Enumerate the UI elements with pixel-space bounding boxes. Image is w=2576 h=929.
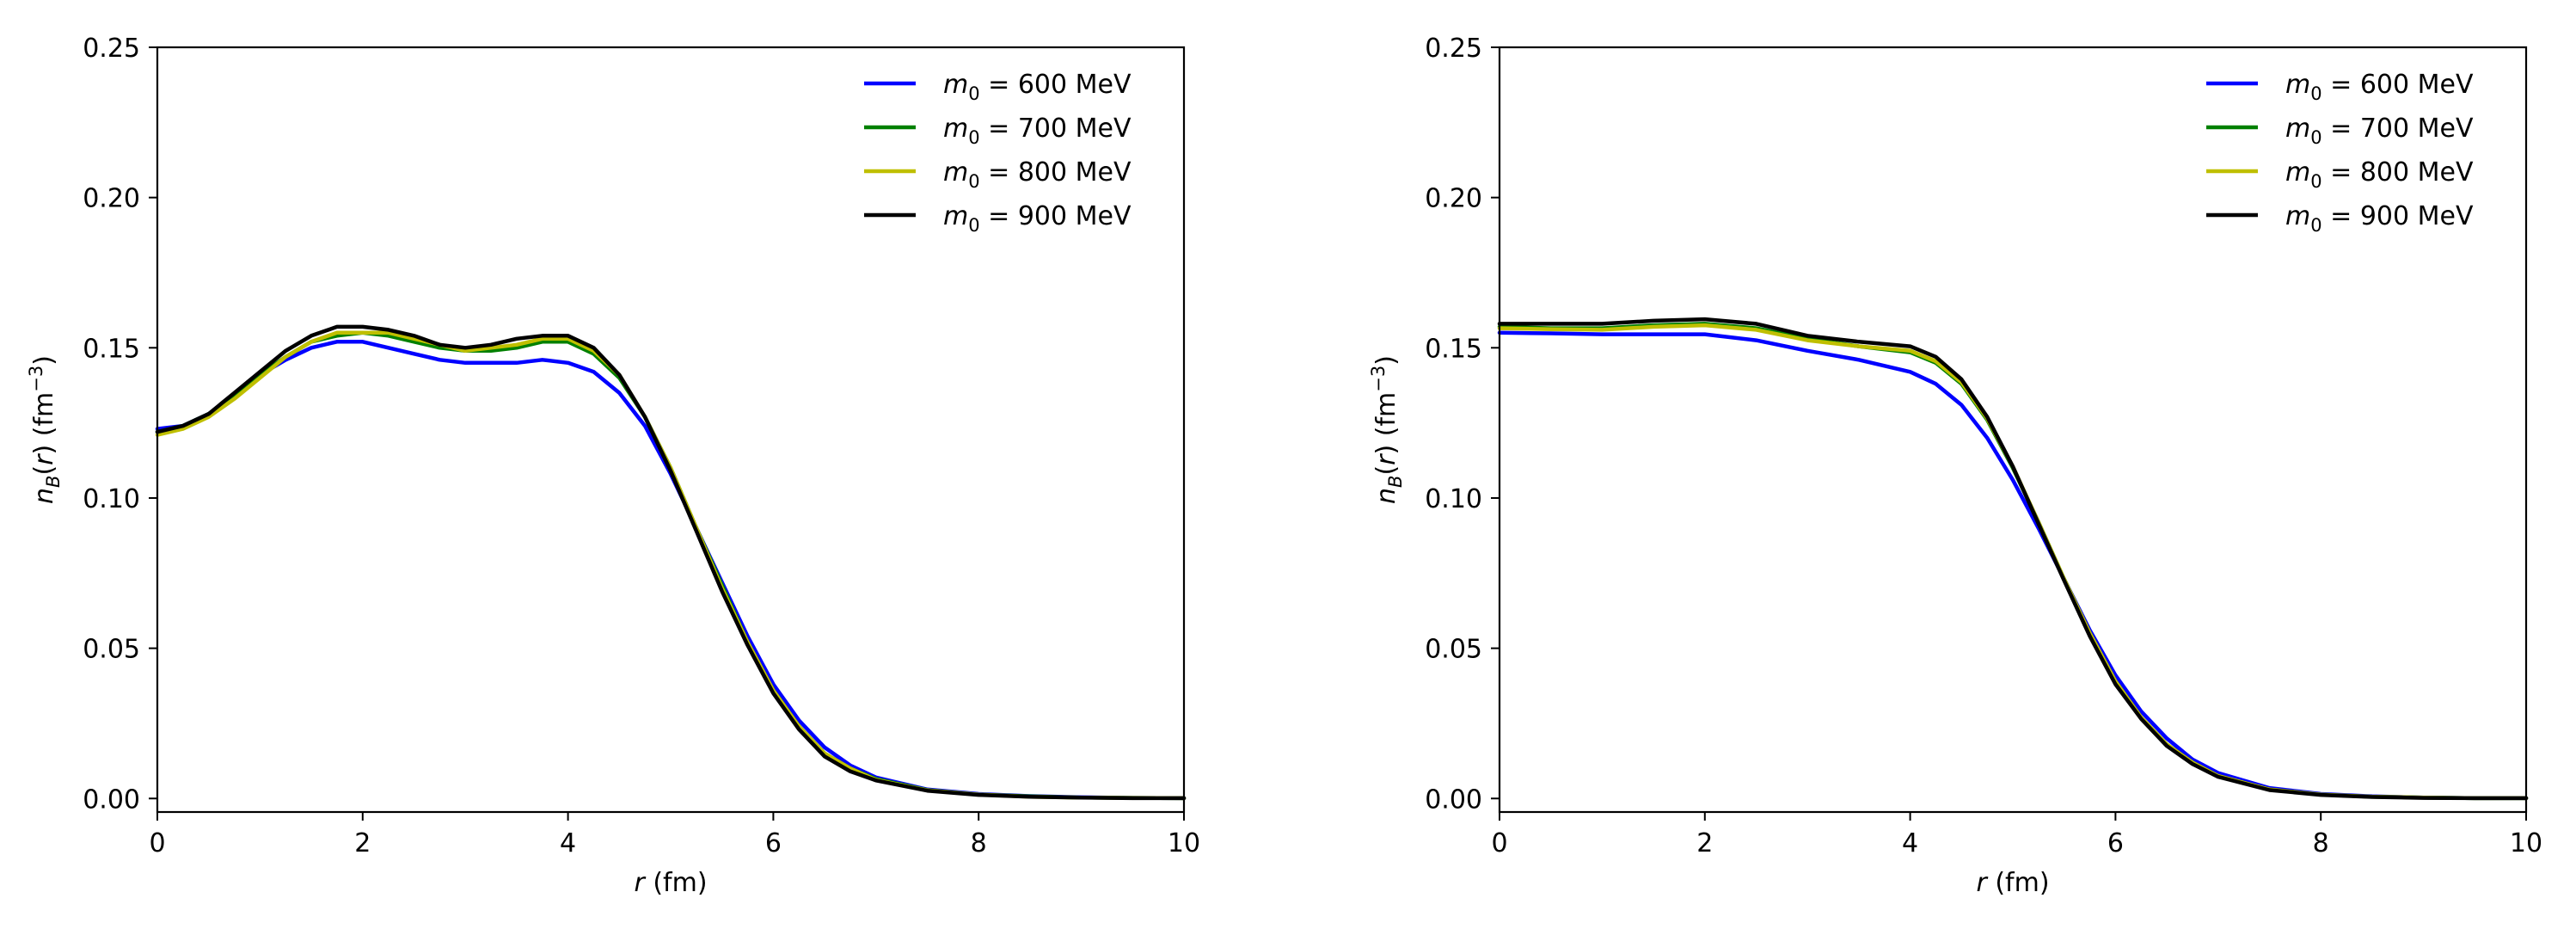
legend-label-sub: 0: [2310, 215, 2321, 236]
legend-label-1: m0 = 600 MeV: [943, 70, 1132, 104]
right-panel: 0 2 4 6 8 100.000.050.100.150.200.25r (fm)nB(…: [1368, 34, 2542, 898]
y-tick-label: 0.10: [83, 484, 140, 514]
x-axis-label: r (fm): [634, 868, 707, 898]
y-tick-label: 0.00: [1425, 784, 1482, 815]
legend-label-var: m: [2285, 114, 2310, 144]
y-axis-label-sup: −3: [26, 366, 46, 392]
y-axis-label-var: n: [1371, 488, 1401, 504]
y-axis-label-var: n: [29, 488, 59, 504]
legend-label-3: m0 = 800 MeV: [943, 157, 1132, 192]
x-axis-label-var: r: [634, 868, 646, 898]
x-tick-label: 6: [765, 828, 782, 858]
series-line-4: [1497, 317, 2529, 801]
legend-label-var: m: [943, 157, 968, 188]
legend-label-sub: 0: [968, 127, 979, 148]
y-axis-label-close: ): [29, 355, 59, 366]
y-axis-label-arg: r: [29, 453, 59, 465]
y-tick-label: 0.25: [83, 34, 140, 64]
legend-label-3: m0 = 800 MeV: [2285, 157, 2474, 192]
legend-label-var: m: [2285, 157, 2310, 188]
legend-label-var: m: [2285, 70, 2310, 100]
axes-frame: [1498, 46, 2528, 814]
legend-label-rest: = 800 MeV: [980, 157, 1132, 188]
y-tick-label: 0.15: [83, 334, 140, 364]
y-tick-label: 0.15: [1425, 334, 1482, 364]
legend-label-rest: = 900 MeV: [980, 201, 1132, 231]
x-tick-label: 10: [1168, 828, 1200, 858]
x-tick-label: 4: [1902, 828, 1918, 858]
y-tick-label: 0.20: [1425, 184, 1482, 214]
legend-label-rest: = 700 MeV: [2322, 114, 2474, 144]
legend-label-sub: 0: [968, 171, 979, 192]
y-axis-label-unit: ) (fm: [29, 392, 59, 455]
y-axis-label-paren: (: [29, 465, 59, 476]
left-panel: 0 2 4 6 8 100.000.050.100.150.200.25r (fm)nB(…: [26, 34, 1200, 898]
y-axis-label: nB(r) (fm−3): [1368, 355, 1406, 504]
y-tick-label: 0.20: [83, 184, 140, 214]
y-tick-label: 0.00: [83, 784, 140, 815]
y-axis-label-close: ): [1371, 355, 1401, 366]
y-tick-label: 0.10: [1425, 484, 1482, 514]
y-tick-label: 0.25: [1425, 34, 1482, 64]
legend-label-2: m0 = 700 MeV: [943, 114, 1132, 148]
x-tick-label: 2: [1696, 828, 1713, 858]
y-axis-label-paren: (: [1371, 465, 1401, 476]
x-axis-label-unit: (fm): [1987, 868, 2050, 898]
x-axis-label-unit: (fm): [645, 868, 708, 898]
y-axis-label-arg: r: [1371, 453, 1401, 465]
legend-label-rest: = 900 MeV: [2322, 201, 2474, 231]
legend-label-var: m: [943, 70, 968, 100]
y-tick-label: 0.05: [1425, 635, 1482, 665]
x-tick-label: 0: [149, 828, 165, 858]
legend-label-sub: 0: [2310, 83, 2321, 104]
x-tick-label: 10: [2510, 828, 2542, 858]
y-axis-label: nB(r) (fm−3): [26, 355, 64, 504]
x-tick-label: 0: [1491, 828, 1507, 858]
x-tick-label: 8: [2313, 828, 2329, 858]
y-axis-label-unit: ) (fm: [1371, 392, 1401, 455]
legend-label-4: m0 = 900 MeV: [943, 201, 1132, 236]
legend-label-rest: = 800 MeV: [2322, 157, 2474, 188]
legend-label-var: m: [943, 201, 968, 231]
series-line-4: [155, 324, 1187, 801]
legend-label-4: m0 = 900 MeV: [2285, 201, 2474, 236]
legend-label-var: m: [2285, 201, 2310, 231]
legend-label-rest: = 600 MeV: [980, 70, 1132, 100]
legend-label-sub: 0: [968, 83, 979, 104]
legend-label-rest: = 700 MeV: [980, 114, 1132, 144]
x-axis-label: r (fm): [1976, 868, 2049, 898]
x-tick-label: 6: [2107, 828, 2124, 858]
y-axis-label-sub: B: [43, 476, 64, 488]
legend-label-sub: 0: [2310, 127, 2321, 148]
legend-label-2: m0 = 700 MeV: [2285, 114, 2474, 148]
legend-label-rest: = 600 MeV: [2322, 70, 2474, 100]
y-tick-label: 0.05: [83, 635, 140, 665]
legend-label-sub: 0: [2310, 171, 2321, 192]
y-axis-label-sup: −3: [1368, 366, 1389, 392]
x-tick-label: 2: [354, 828, 371, 858]
legend-label-1: m0 = 600 MeV: [2285, 70, 2474, 104]
axes-frame: [156, 46, 1186, 814]
legend-label-var: m: [943, 114, 968, 144]
x-axis-label-var: r: [1976, 868, 1988, 898]
x-tick-label: 8: [971, 828, 987, 858]
x-tick-label: 4: [560, 828, 576, 858]
legend-label-sub: 0: [968, 215, 979, 236]
y-axis-label-sub: B: [1385, 476, 1406, 488]
